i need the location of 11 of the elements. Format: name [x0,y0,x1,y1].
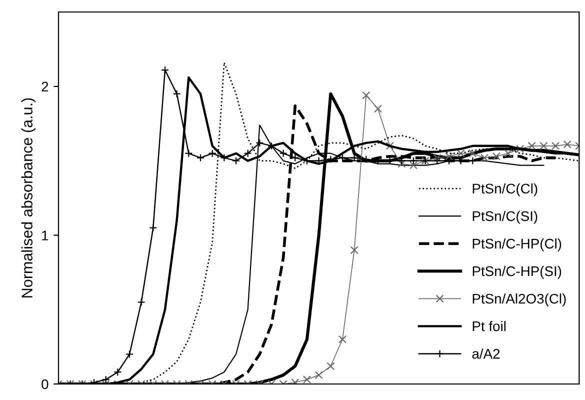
y-tick-label: 1 [42,230,48,240]
legend-label: PtSn/C-HP(SI) [472,266,562,279]
legend-label: a/A2 [472,348,500,359]
legend-label: PtSn/C(SI) [472,210,538,224]
legend-label: Pt foil [472,320,506,332]
y-tick-label: 0 [42,379,48,390]
legend-label: PtSn/Al2O3(Cl) [472,293,566,306]
y-tick-label: 2 [42,82,48,92]
y-axis-title: Normalised absorbance (a.u.) [21,98,36,298]
legend-label: PtSn/C-HP(Cl) [472,238,562,252]
legend-label: PtSn/C(Cl) [472,183,538,196]
